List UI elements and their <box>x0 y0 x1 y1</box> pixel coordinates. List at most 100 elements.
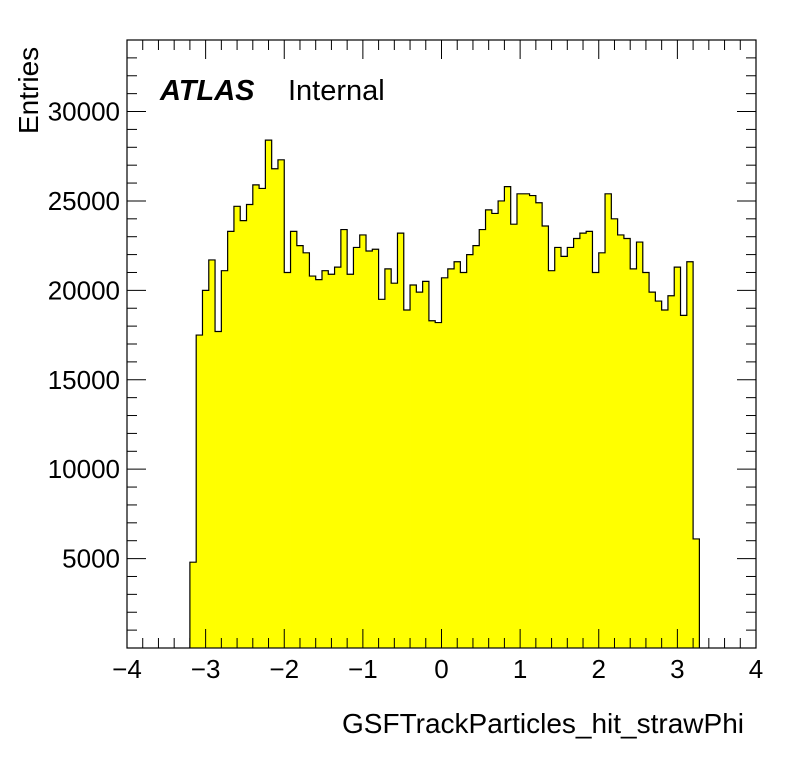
histogram-bin <box>693 538 700 648</box>
histogram-bin <box>309 276 317 648</box>
x-tick-label: −3 <box>191 654 221 684</box>
histogram-bin <box>347 274 354 648</box>
histogram-bin <box>605 193 612 648</box>
histogram-bin <box>617 234 625 648</box>
histogram-bins <box>189 139 700 649</box>
histogram-bin <box>686 261 694 648</box>
x-tick-label: 0 <box>434 654 448 684</box>
histogram-bin <box>233 206 241 648</box>
histogram-bin <box>573 238 581 648</box>
histogram-bin <box>252 184 260 649</box>
x-tick-label: −4 <box>112 654 142 684</box>
histogram-bin <box>642 272 650 648</box>
histogram-bin <box>435 322 442 648</box>
histogram-bin <box>416 292 424 648</box>
x-tick-label: −1 <box>348 654 378 684</box>
histogram-bin <box>403 310 411 648</box>
histogram-bin <box>240 220 247 649</box>
y-tick-labels: 5000 10000 15000 20000 25000 30000 <box>48 97 120 574</box>
histogram-bin <box>447 268 455 648</box>
histogram-bin <box>189 562 197 648</box>
histogram-bin <box>479 229 486 648</box>
histogram-bin <box>422 281 430 648</box>
histogram-bin <box>227 231 235 648</box>
histogram-bin <box>466 254 474 648</box>
x-tick-labels: −4 −3 −2 −1 0 1 2 3 4 <box>112 654 763 684</box>
histogram-bin <box>359 234 367 648</box>
y-tick-label: 10000 <box>48 454 120 484</box>
atlas-label: ATLAS <box>159 75 255 107</box>
histogram-bin <box>561 256 568 648</box>
histogram-bin <box>221 270 229 648</box>
axis-ticks <box>126 39 757 648</box>
y-tick-label: 20000 <box>48 275 120 305</box>
histogram-bin <box>384 268 392 648</box>
histogram-bin <box>391 283 398 648</box>
plot-frame <box>126 39 757 649</box>
histogram-bin <box>661 310 669 648</box>
histogram-bin <box>485 209 493 648</box>
histogram-bin <box>397 233 405 649</box>
histogram-bin <box>510 224 518 648</box>
histogram-bin <box>630 268 637 648</box>
histogram-bin <box>303 252 310 649</box>
internal-label: Internal <box>288 75 385 107</box>
histogram-bin <box>290 231 298 648</box>
histogram-bin <box>667 295 675 648</box>
histogram-bin <box>623 238 631 648</box>
histogram-bin <box>674 267 681 648</box>
histogram-bin <box>498 200 505 649</box>
histogram-bin <box>554 247 562 648</box>
histogram-bin <box>598 252 606 649</box>
histogram-bin <box>567 247 574 648</box>
histogram-bin <box>215 331 222 648</box>
histogram-bin <box>410 284 417 648</box>
histogram-bin <box>460 272 468 648</box>
histogram-bin <box>340 229 348 648</box>
histogram-bin <box>579 233 587 649</box>
histogram-bin <box>366 251 373 648</box>
y-tick-label: 15000 <box>48 365 120 395</box>
histogram-bin <box>428 320 436 648</box>
histogram-bin <box>535 202 543 648</box>
histogram-bin <box>523 193 530 648</box>
histogram-bin <box>491 213 499 649</box>
histogram-bin <box>196 335 203 648</box>
histogram-outline <box>189 139 700 648</box>
histogram-bin <box>529 195 537 648</box>
x-tick-label: 3 <box>670 654 684 684</box>
y-tick-label: 30000 <box>48 97 120 127</box>
histogram-bin <box>284 272 291 648</box>
histogram-bin <box>265 140 273 648</box>
histogram-bin <box>611 218 619 648</box>
histogram-bin <box>202 290 210 648</box>
x-tick-label: 2 <box>592 654 606 684</box>
x-tick-label: −2 <box>269 654 299 684</box>
histogram-bin <box>315 279 323 648</box>
histogram-bin <box>372 249 379 649</box>
histogram-bin <box>548 270 556 648</box>
y-axis-title: Entries <box>13 47 44 134</box>
histogram-bin <box>208 259 216 648</box>
histogram-bin <box>592 272 600 648</box>
histogram-bin <box>321 270 329 648</box>
histogram-bin <box>680 315 688 648</box>
histogram-bin <box>586 231 593 648</box>
histogram-bin <box>334 267 342 648</box>
histogram-bin <box>516 193 524 648</box>
histogram-bin <box>454 261 461 648</box>
histogram-bin <box>655 301 663 648</box>
histogram-bin <box>353 247 361 648</box>
y-tick-label: 25000 <box>48 186 120 216</box>
histogram-bin <box>246 204 254 649</box>
histogram-bin <box>542 225 549 648</box>
histogram-bin <box>504 186 512 648</box>
x-tick-label: 4 <box>749 654 763 684</box>
histogram-bin <box>649 292 656 648</box>
histogram-bin <box>328 274 335 648</box>
histogram-bin <box>378 299 386 648</box>
histogram-bin <box>277 159 285 648</box>
histogram-bin <box>271 168 279 649</box>
histogram-bin <box>441 277 449 648</box>
